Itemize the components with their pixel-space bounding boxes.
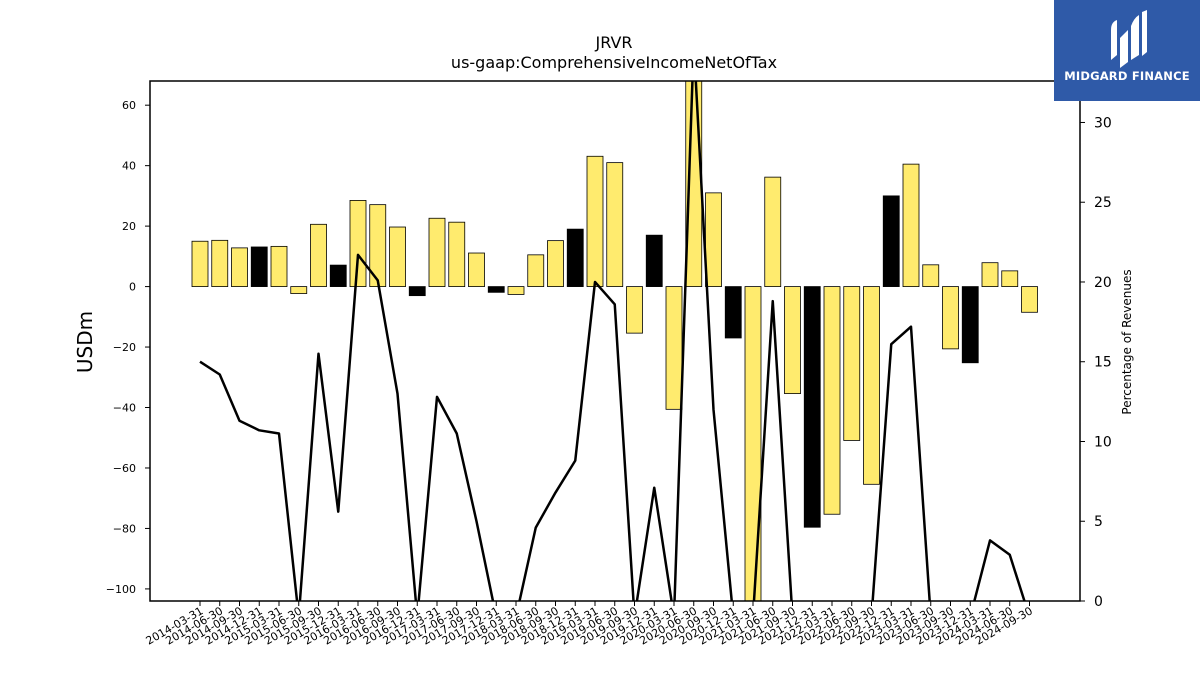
- line-layer: [199, 81, 1026, 601]
- bar-2024-06-30: [1001, 270, 1019, 287]
- y2-tick-label: 5: [1094, 514, 1103, 530]
- bar-2017-12-31: [487, 286, 505, 293]
- pct-revenues-line: [199, 81, 1026, 601]
- bar-2022-06-30: [843, 286, 861, 441]
- bar-2019-03-31: [586, 155, 604, 287]
- bar-2022-03-31: [823, 286, 841, 515]
- bar-2018-06-30: [527, 254, 545, 287]
- y2-axis-label: Percentage of Revenues: [1120, 269, 1134, 414]
- y2-tick-label: 20: [1094, 275, 1112, 291]
- bar-2022-12-31: [882, 195, 900, 287]
- y2-tick-label: 30: [1094, 115, 1112, 131]
- bar-2020-09-30: [705, 192, 722, 287]
- y2-tick-label: 25: [1094, 195, 1112, 211]
- axes-layer: 6040200−20−40−60−80−1000510152025302014-…: [106, 80, 1112, 648]
- bar-2014-03-31: [191, 240, 209, 287]
- bar-2018-09-30: [547, 240, 564, 287]
- bar-2017-06-30: [448, 221, 466, 287]
- bar-2020-12-31: [724, 286, 742, 339]
- bar-2023-06-30: [922, 264, 940, 287]
- y2-tick-label: 15: [1094, 355, 1112, 371]
- y-tick-label: 60: [122, 99, 136, 112]
- bar-2018-12-31: [566, 228, 584, 287]
- bar-2020-03-31: [665, 286, 683, 410]
- bar-2021-12-31: [803, 286, 821, 528]
- chart-subtitle: us-gaap:ComprehensiveIncomeNetOfTax: [451, 53, 777, 72]
- y2-tick-label: 10: [1094, 434, 1112, 450]
- logo-mark-icon: [1111, 10, 1147, 68]
- bar-2019-06-30: [606, 162, 624, 287]
- y-tick-label: −60: [113, 462, 136, 475]
- bar-2021-06-30: [764, 176, 782, 287]
- bar-2023-12-31: [961, 286, 979, 364]
- bar-2019-09-30: [626, 286, 643, 334]
- y-tick-label: −40: [113, 402, 136, 415]
- bar-2016-12-31: [408, 286, 426, 297]
- bar-2014-06-30: [211, 239, 229, 287]
- bar-2015-03-31: [270, 245, 288, 287]
- bar-2016-09-30: [389, 226, 406, 287]
- bar-2015-12-31: [329, 264, 347, 287]
- bar-2014-12-31: [250, 246, 268, 287]
- y-axis-label: USDm: [73, 311, 97, 373]
- y-tick-label: −80: [113, 522, 136, 535]
- bar-2019-12-31: [645, 234, 663, 287]
- bar-2021-03-31: [744, 286, 762, 601]
- bar-2016-03-31: [349, 200, 367, 287]
- y-tick-label: 0: [129, 281, 136, 294]
- bar-2014-09-30: [231, 247, 248, 287]
- bar-2022-09-30: [863, 286, 880, 485]
- chart-title: JRVR: [594, 33, 632, 52]
- bar-2024-03-31: [981, 262, 999, 287]
- bars-layer: [191, 81, 1038, 601]
- bar-2024-09-30: [1021, 286, 1038, 313]
- logo-text: MIDGARD FINANCE: [1064, 69, 1190, 83]
- bar-2015-09-30: [310, 223, 327, 287]
- y-tick-label: −20: [113, 341, 136, 354]
- bar-2018-03-31: [507, 286, 525, 295]
- bar-2017-03-31: [428, 217, 446, 287]
- y-tick-label: −100: [106, 583, 136, 596]
- y-tick-label: 40: [122, 160, 136, 173]
- bar-2023-09-30: [942, 286, 959, 350]
- bar-2015-06-30: [290, 286, 308, 294]
- bar-2021-09-30: [784, 286, 801, 395]
- y2-tick-label: 0: [1094, 594, 1103, 610]
- bar-2017-09-30: [468, 252, 485, 287]
- brand-logo: MIDGARD FINANCE: [1054, 0, 1200, 101]
- y-tick-label: 20: [122, 220, 136, 233]
- bar-2023-03-31: [902, 163, 920, 287]
